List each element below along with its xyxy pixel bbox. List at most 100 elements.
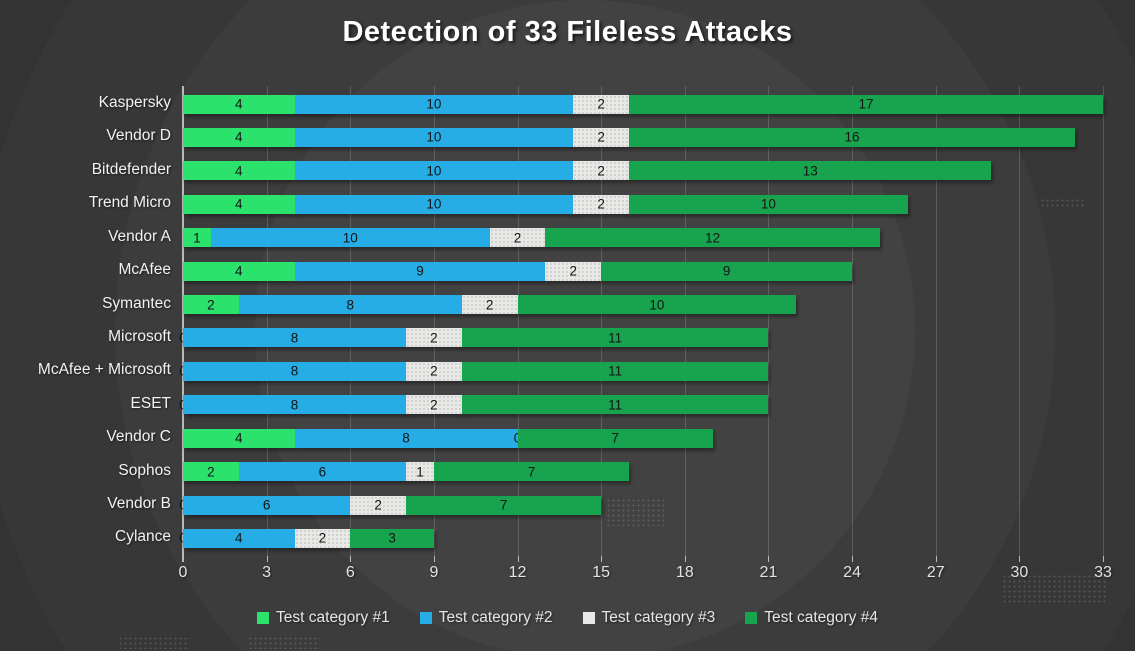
value-label: 10: [760, 196, 776, 212]
bar-segment: 1: [183, 228, 211, 248]
bar-segment: 6: [238, 462, 407, 482]
legend-swatch: [419, 612, 432, 624]
bar-segment: 13: [629, 161, 992, 181]
bar-segment: 11: [461, 328, 769, 348]
gridline: [852, 86, 854, 556]
bar-segment: 16: [629, 127, 1076, 147]
bar-segment: 4: [183, 261, 295, 281]
bar-segment: 9: [294, 261, 546, 281]
bar-segment: 2: [545, 261, 602, 281]
value-label: 4: [234, 129, 243, 145]
bar-segment: 4: [183, 194, 295, 214]
value-label: 7: [611, 430, 619, 446]
axis-tick: [852, 556, 854, 562]
value-label: 10: [342, 229, 358, 245]
bar-row: 2 6 1 7: [183, 462, 1103, 482]
bar-segment: 8: [238, 295, 462, 315]
gridline: [1019, 86, 1021, 556]
x-tick-label: 21: [759, 564, 778, 581]
bar-segment: 2: [573, 127, 630, 147]
value-label: 8: [402, 430, 410, 446]
bar-segment: 9: [601, 261, 853, 281]
x-tick-label: 30: [1010, 564, 1029, 581]
x-tick-label: 27: [926, 564, 945, 581]
bar-segment: 4: [183, 528, 295, 548]
category-label: McAfee + Microsoft: [37, 361, 171, 379]
x-tick-label: 12: [508, 564, 527, 581]
bar-row: 0627: [179, 495, 1103, 515]
gridline: [935, 86, 937, 556]
value-label: 4: [234, 196, 243, 212]
axis-tick: [517, 556, 519, 562]
value-label: 4: [234, 263, 243, 279]
bar-segment: 2: [573, 161, 630, 181]
x-tick-label: 15: [592, 564, 611, 581]
legend: Test category #1 Test category #2 Test cat…: [0, 609, 1135, 627]
x-tick-label: 6: [345, 564, 355, 581]
legend-label: Test category #3: [601, 609, 716, 626]
value-label: 11: [608, 330, 623, 346]
value-label: 16: [844, 129, 860, 145]
x-tick-label: 18: [675, 564, 694, 581]
legend-label: Test category #2: [438, 609, 553, 626]
bar-segment: 2: [406, 328, 462, 348]
value-label: 2: [597, 196, 605, 212]
bar-row: 08211: [179, 328, 1103, 348]
value-label: 7: [527, 463, 536, 479]
value-label: 9: [416, 263, 424, 279]
category-label: Symantec: [102, 294, 171, 312]
value-label: 3: [388, 530, 396, 546]
bar-row: 4 10 2 10: [183, 194, 1103, 214]
gridline: [517, 86, 519, 556]
axis-tick: [1019, 556, 1021, 562]
legend-swatch: [745, 612, 758, 624]
value-label: 2: [597, 163, 605, 179]
gridline: [433, 86, 435, 556]
legend-swatch: [257, 612, 270, 624]
bar-row: 4 10 2 17: [183, 94, 1103, 114]
value-label: 8: [346, 296, 355, 312]
bar-row: 2 8 2 10: [183, 295, 1103, 315]
value-label: 11: [608, 397, 623, 413]
bar-segment: 8: [183, 328, 407, 348]
legend-swatch: [582, 612, 595, 624]
bar-segment: 10: [517, 295, 797, 315]
bar-segment: 10: [294, 194, 574, 214]
value-label: 4: [234, 430, 243, 446]
axis-tick: [935, 556, 937, 562]
value-label: 9: [722, 263, 731, 279]
bar-segment: 12: [545, 228, 880, 248]
bar-segment: 4: [183, 94, 295, 114]
value-label: 2: [513, 229, 522, 245]
bar-row: 08211: [179, 361, 1103, 381]
value-label: 2: [597, 129, 605, 145]
bar-segment: 2: [573, 94, 630, 114]
x-tick-label: 9: [429, 564, 439, 581]
category-label: McAfee: [118, 261, 171, 279]
x-tick-label: 24: [843, 564, 861, 581]
value-label: 2: [485, 296, 494, 312]
category-label: Vendor B: [107, 495, 171, 513]
category-label: Trend Micro: [88, 194, 171, 212]
value-label: 17: [858, 96, 874, 112]
category-label: Vendor A: [108, 227, 171, 245]
bar-segment: 8: [294, 428, 518, 448]
x-tick-label: 0: [178, 564, 188, 581]
bar-row: 4 10 2 13: [183, 161, 1103, 181]
value-label: 2: [597, 96, 605, 112]
bar-segment: 17: [629, 94, 1103, 114]
value-label: 8: [290, 397, 299, 413]
bar-segment: 6: [183, 495, 351, 515]
category-label: Bitdefender: [91, 160, 171, 178]
value-label: 11: [608, 363, 623, 379]
bar-segment: 10: [629, 194, 908, 214]
bar-row: 4807: [183, 428, 1103, 448]
value-label: 1: [416, 463, 424, 479]
bar-segment: 10: [294, 161, 574, 181]
bar-segment: 2: [183, 462, 239, 482]
category-label: ESET: [130, 394, 171, 412]
axis-tick: [601, 556, 603, 562]
axis-tick: [1103, 556, 1104, 562]
bar-segment: 7: [406, 495, 602, 515]
